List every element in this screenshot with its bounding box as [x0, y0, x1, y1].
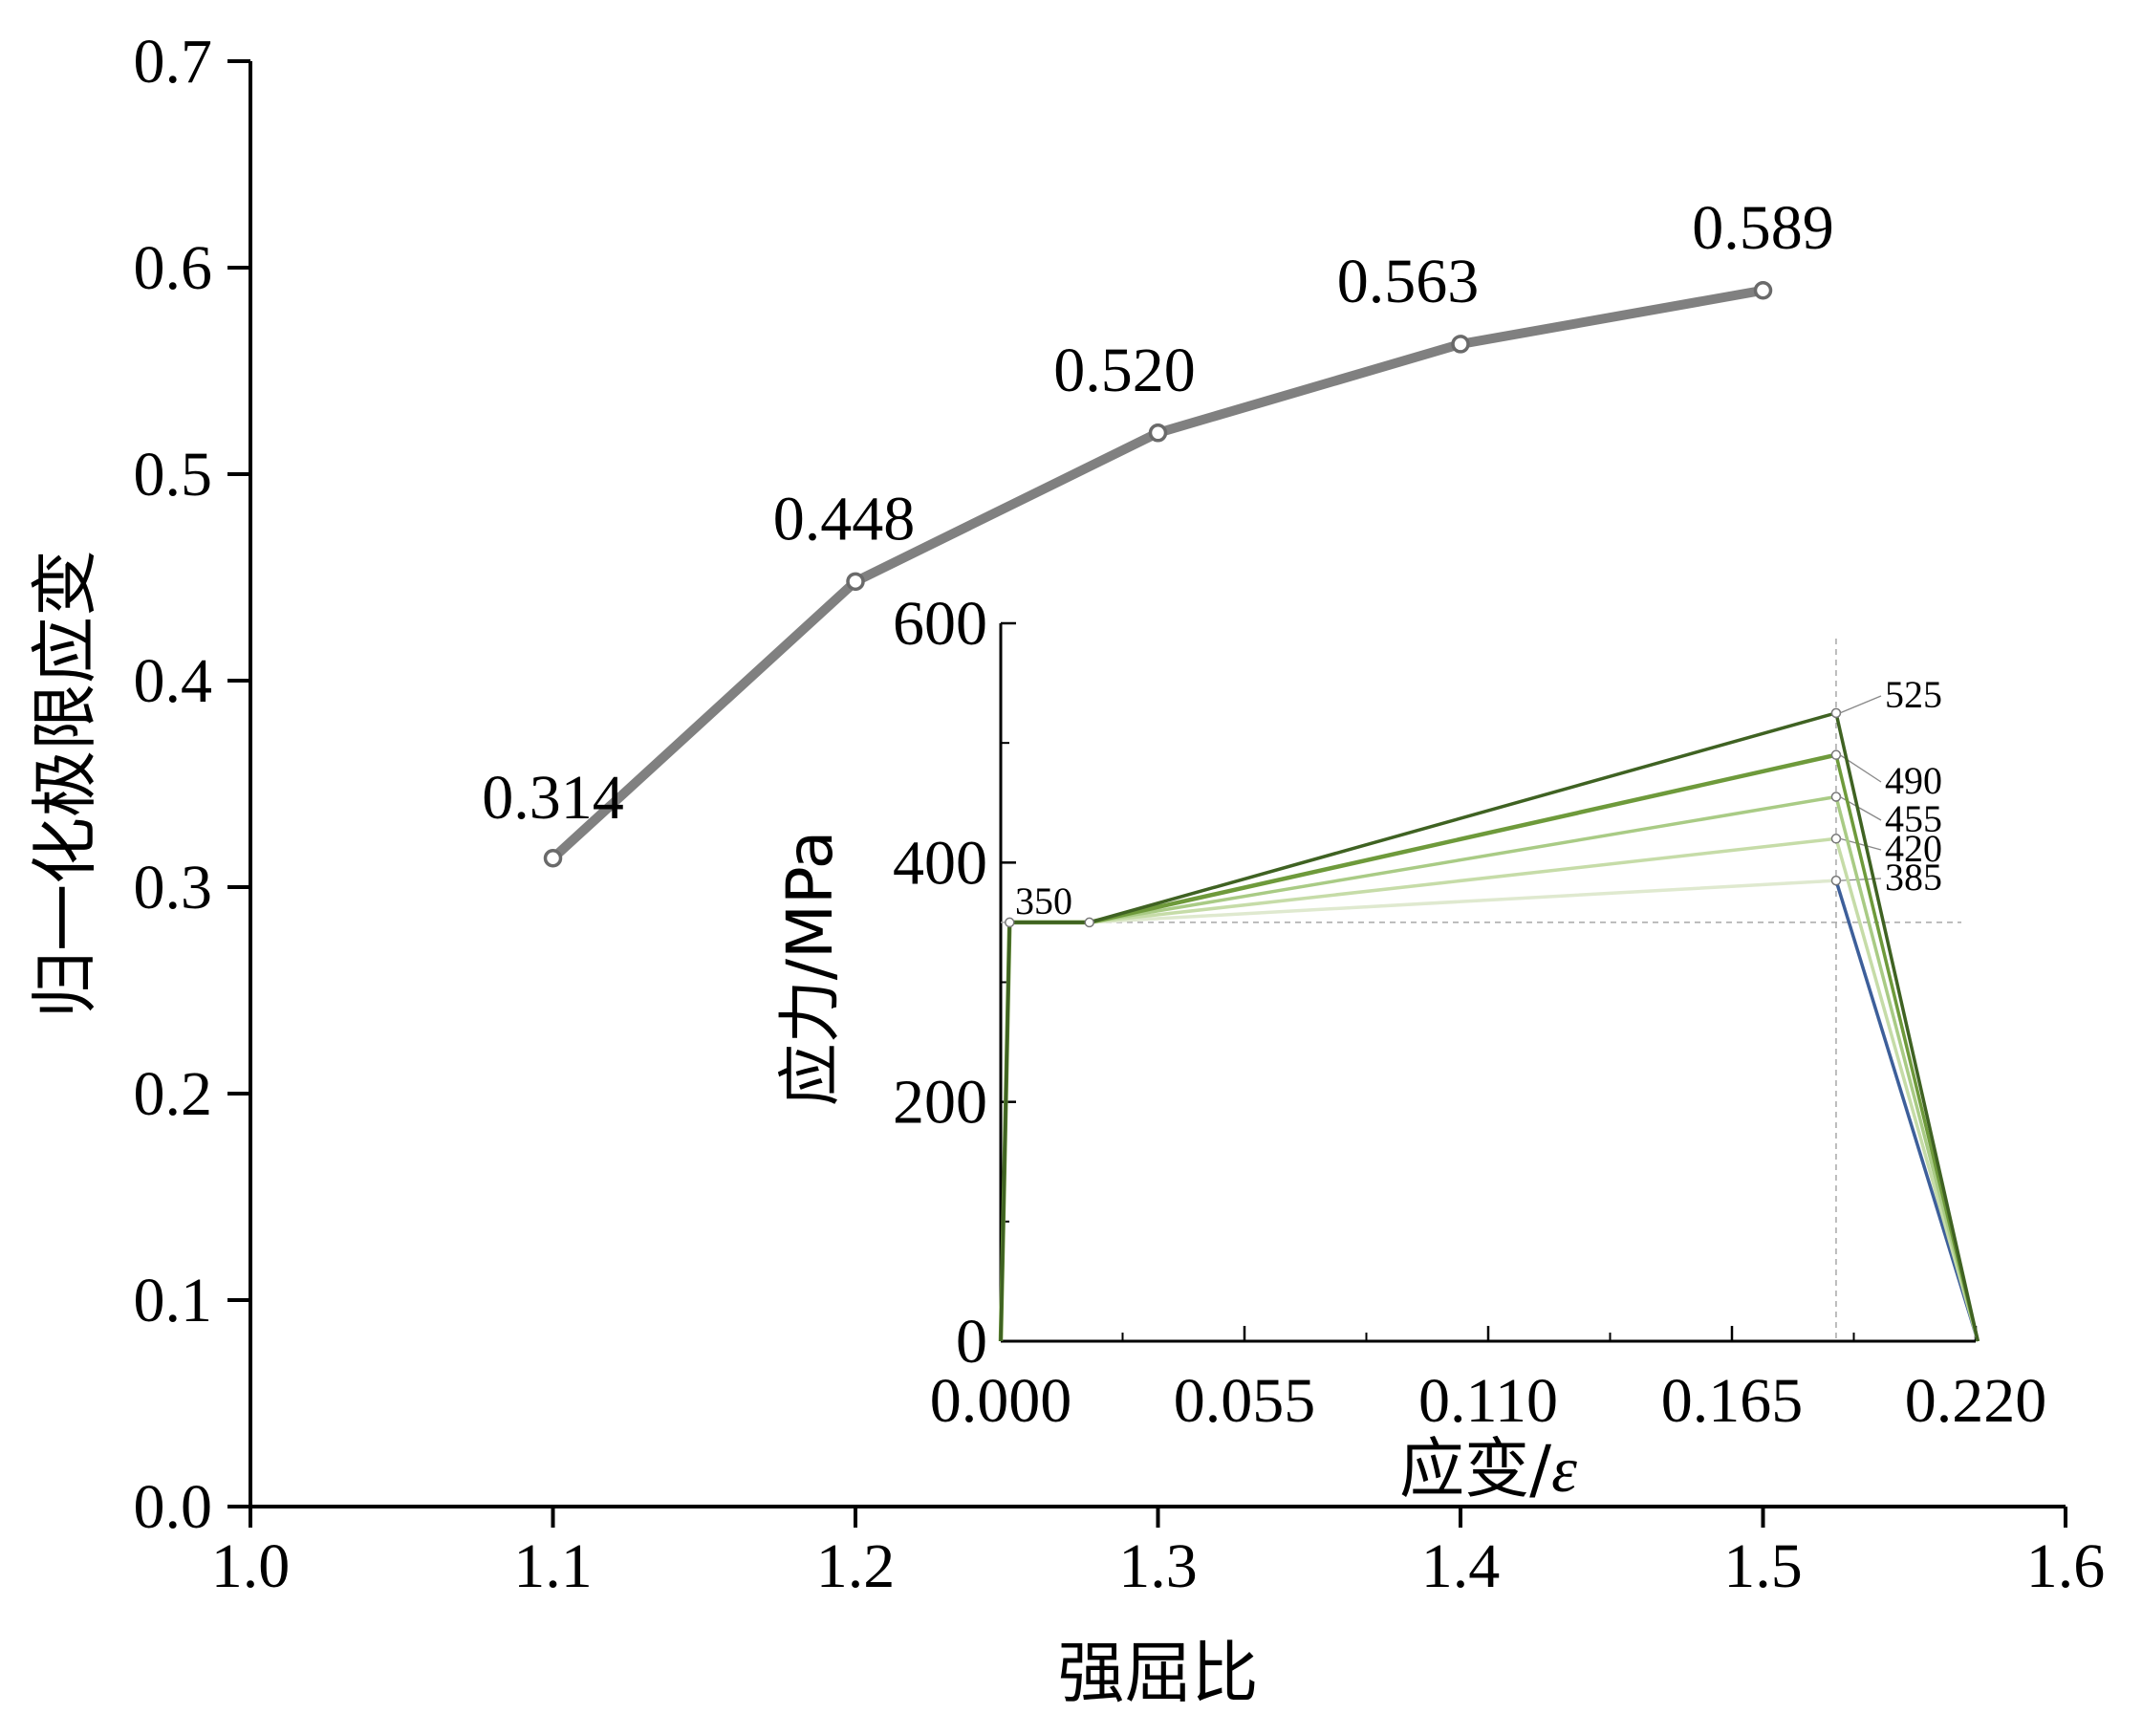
data-point — [543, 849, 563, 868]
inset-y-tick-label: 0 — [956, 1307, 987, 1377]
y-axis-title: 归一化极限应变 — [26, 550, 104, 1018]
y-tick-label: 0.7 — [134, 27, 213, 97]
inset-series-fracture-branch — [1834, 712, 1980, 1342]
inset-x-axis-symbol: ε — [1551, 1433, 1577, 1506]
y-tick-label: 0.4 — [134, 646, 213, 716]
main-chart: 1.0 1.1 1.2 1.3 1.4 1.5 1.6 0.0 0.1 0.2 0.3 0.4 0.5 0… — [26, 27, 2105, 1712]
inset-x-axis-title: 应变/ε — [1399, 1432, 1577, 1508]
data-point — [1753, 281, 1773, 300]
inset-x-tick-label: 0.110 — [1418, 1366, 1558, 1436]
data-label: 0.589 — [1692, 193, 1834, 263]
x-tick-label: 1.1 — [513, 1531, 593, 1601]
inset-series-label: 385 — [1885, 856, 1942, 899]
inset-series-label: 525 — [1885, 673, 1942, 716]
inset-chart: 0.000 0.055 0.110 0.165 0.2200200400600应变/ε应… — [773, 589, 2046, 1508]
inset-series-curve — [999, 879, 1837, 1342]
inset-label-leader — [1839, 695, 1882, 714]
inset-ultimate-point — [1830, 834, 1842, 844]
inset-series-curve — [998, 752, 1837, 1342]
data-label: 0.520 — [1053, 336, 1196, 405]
inset-ultimate-point — [1830, 875, 1842, 886]
inset-x-tick-label: 0.220 — [1905, 1366, 2047, 1436]
inset-yield-label: 350 — [1015, 879, 1072, 922]
x-axis-title: 强屈比 — [1058, 1634, 1259, 1712]
inset-ultimate-point — [1830, 707, 1842, 719]
inset-y-tick-label: 400 — [893, 828, 987, 898]
inset-series-curve — [999, 711, 1837, 1342]
inset-x-tick-label: 0.165 — [1661, 1366, 1804, 1436]
y-tick-label: 0.1 — [134, 1266, 213, 1335]
x-tick-label: 1.6 — [2026, 1531, 2106, 1601]
y-tick-label: 0.2 — [134, 1059, 213, 1129]
data-label: 0.448 — [773, 484, 916, 553]
inset-series-fracture-branch — [1834, 879, 1980, 1342]
inset-ultimate-point — [1830, 792, 1842, 802]
x-tick-label: 1.0 — [211, 1531, 291, 1601]
inset-y-axis-title: 应力/MPa — [773, 831, 847, 1106]
data-point — [1451, 335, 1470, 354]
y-tick-label: 0.6 — [134, 233, 213, 303]
x-tick-label: 1.4 — [1421, 1531, 1501, 1601]
y-tick-label: 0.5 — [134, 440, 213, 510]
inset-ultimate-point — [1830, 749, 1842, 760]
data-label: 0.563 — [1337, 247, 1480, 316]
inset-series-label: 490 — [1885, 759, 1942, 802]
data-point — [1148, 423, 1168, 443]
inset-hardening-start-point — [1084, 917, 1094, 928]
data-label: 0.314 — [482, 763, 624, 833]
inset-series-label: 455 — [1885, 797, 1942, 840]
inset-x-tick-label: 0.000 — [930, 1366, 1072, 1436]
inset-yield-point — [1005, 917, 1015, 928]
x-tick-label: 1.2 — [816, 1531, 896, 1601]
inset-series-curve — [999, 794, 1837, 1342]
data-point — [846, 572, 865, 592]
inset-series-label: 420 — [1885, 827, 1942, 870]
x-tick-label: 1.5 — [1723, 1531, 1803, 1601]
y-tick-label: 0.3 — [134, 853, 213, 922]
inset-x-tick-label: 0.055 — [1174, 1366, 1316, 1436]
inset-x-axis-title-text: 应变/ — [1399, 1432, 1551, 1508]
inset-y-tick-label: 200 — [893, 1068, 987, 1138]
x-tick-label: 1.3 — [1118, 1531, 1198, 1601]
y-tick-label: 0.0 — [134, 1472, 213, 1542]
inset-y-tick-label: 600 — [893, 589, 987, 659]
inset-series-fracture-branch — [1834, 837, 1980, 1342]
